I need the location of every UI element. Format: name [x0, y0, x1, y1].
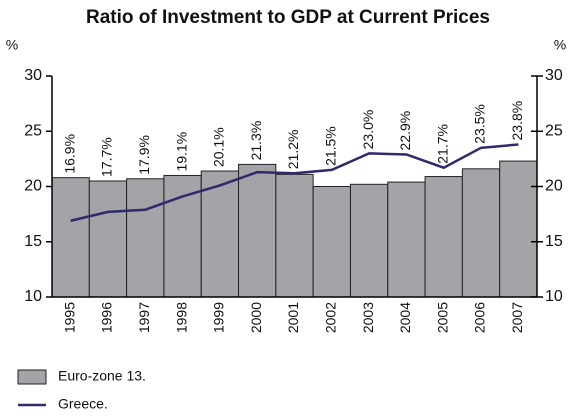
y-tick-label: 20: [24, 178, 42, 195]
y2-tick-label: 10: [545, 288, 563, 305]
y2-tick-label: 25: [545, 122, 563, 139]
bar: [88, 180, 128, 298]
value-label: 17.9%: [136, 135, 152, 175]
line: [70, 143, 519, 222]
y-tick-label: 25: [24, 122, 42, 139]
bar: [349, 183, 389, 298]
chart-title: Ratio of Investment to GDP at Current Pr…: [86, 7, 490, 28]
bar: [312, 186, 351, 298]
y2-tick-label: 30: [545, 67, 563, 84]
bar: [200, 170, 240, 298]
x-tick-label: 2005: [434, 302, 450, 333]
bar: [51, 177, 90, 298]
x-tick-label: 2006: [472, 302, 488, 333]
bar: [424, 176, 463, 298]
y2-tick-label: 20: [545, 178, 563, 195]
legend-swatch: [17, 369, 47, 385]
legend-label: Greece.: [58, 396, 108, 412]
value-label: 23.5%: [472, 104, 488, 144]
value-label: 21.3%: [248, 121, 264, 161]
bar: [238, 163, 277, 298]
x-tick-label: 2000: [248, 302, 264, 333]
x-tick-label: 1995: [61, 302, 77, 333]
value-label: 21.2%: [285, 130, 301, 170]
value-label: 20.1%: [211, 127, 227, 167]
value-label: 21.5%: [323, 126, 339, 166]
y-unit: %: [6, 37, 18, 53]
y-tick-label: 15: [24, 233, 42, 250]
legend-label: Euro-zone 13.: [58, 368, 146, 384]
y-tick-label: 10: [24, 288, 42, 305]
x-tick-label: 1998: [173, 302, 189, 333]
bar: [499, 160, 538, 298]
value-label: 22.9%: [397, 111, 413, 151]
bar: [387, 181, 426, 298]
y2-tick-label: 15: [545, 233, 563, 250]
value-label: 23.0%: [360, 110, 376, 150]
x-tick-label: 2003: [360, 302, 376, 333]
x-tick-label: 1999: [211, 302, 227, 333]
x-tick-label: 1996: [99, 302, 115, 333]
bar: [126, 178, 165, 298]
value-label: 17.7%: [99, 137, 115, 177]
bar: [275, 173, 314, 298]
value-label: 23.8%: [509, 101, 525, 141]
x-tick-label: 2007: [509, 302, 525, 333]
x-tick-label: 2001: [285, 302, 301, 333]
value-label: 21.7%: [434, 124, 450, 164]
x-tick-label: 1997: [136, 302, 152, 333]
value-label: 16.9%: [61, 134, 77, 174]
bar: [461, 168, 501, 298]
x-tick-label: 2004: [397, 302, 413, 333]
value-label: 19.1%: [173, 132, 189, 172]
y2-unit: %: [554, 37, 566, 53]
y-tick-label: 30: [24, 67, 42, 84]
x-tick-label: 2002: [323, 302, 339, 333]
